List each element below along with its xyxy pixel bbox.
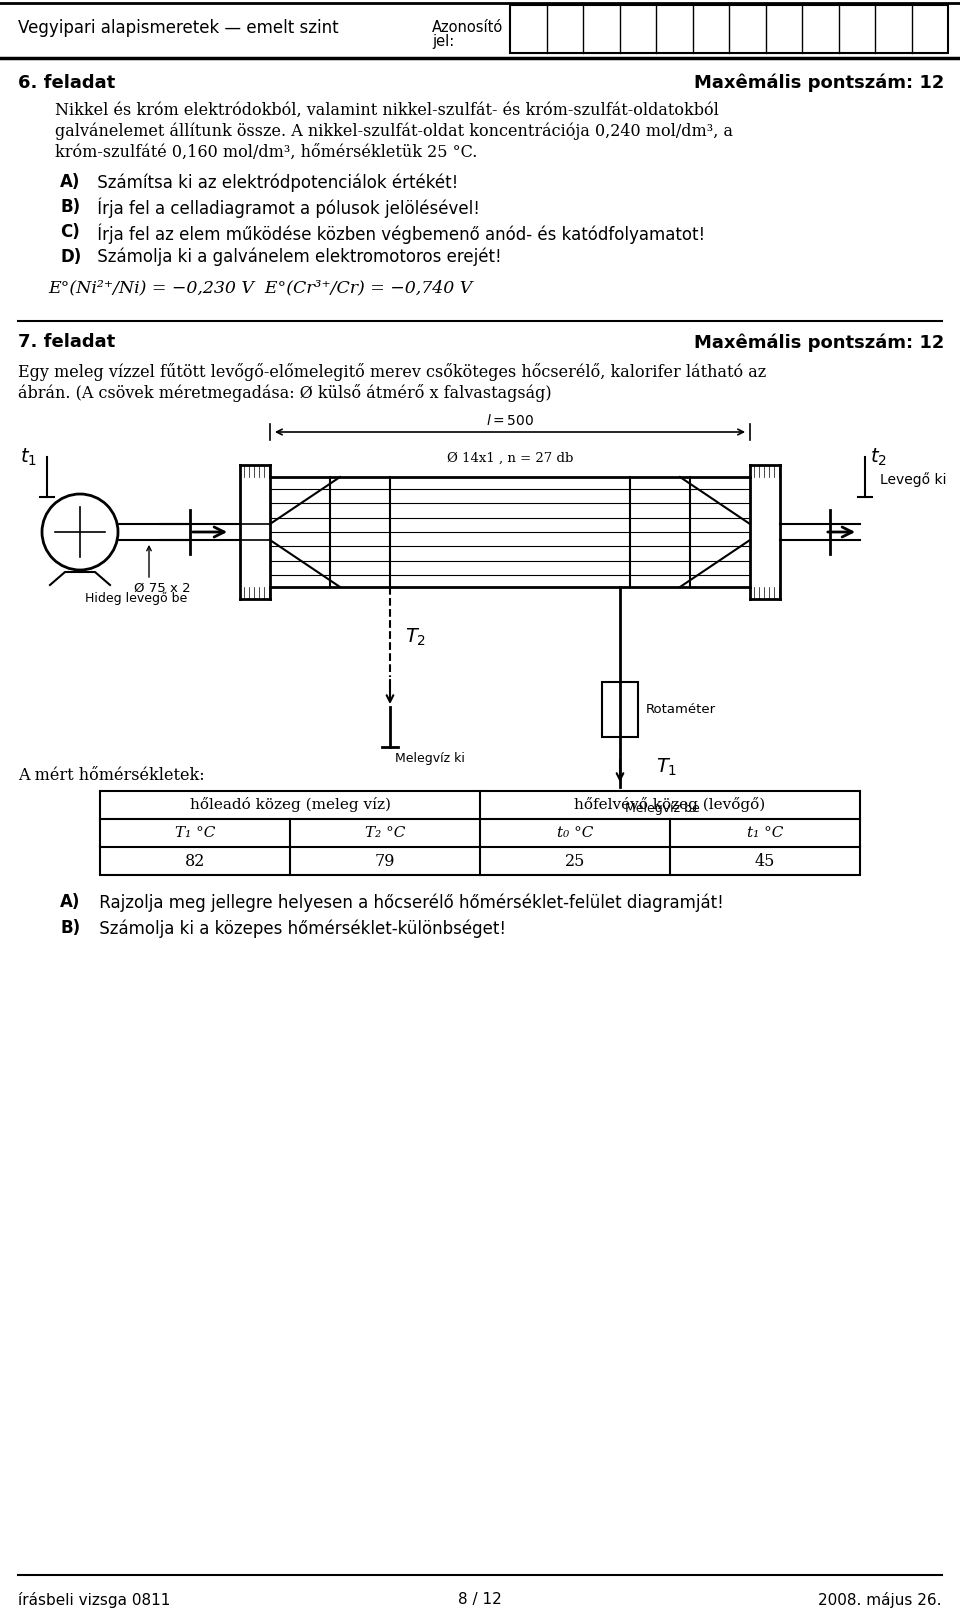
- Text: A): A): [60, 173, 81, 190]
- Text: Melegvíz be: Melegvíz be: [625, 802, 700, 815]
- Text: Számolja ki a közepes hőmérséklet-különbséget!: Számolja ki a közepes hőmérséklet-különb…: [94, 919, 506, 937]
- Text: $T_2$: $T_2$: [405, 626, 426, 648]
- Text: hőleadó közeg (meleg víz): hőleadó közeg (meleg víz): [189, 797, 391, 813]
- Text: króm-szulfáté 0,160 mol/dm³, hőmérsékletük 25 °C.: króm-szulfáté 0,160 mol/dm³, hőmérséklet…: [55, 144, 477, 161]
- Bar: [510, 5, 948, 53]
- Text: galvánelemet állítunk össze. A nikkel-szulfát-oldat koncentrációja 0,240 mol/dm³: galvánelemet állítunk össze. A nikkel-sz…: [55, 123, 733, 140]
- Text: 79: 79: [374, 853, 396, 869]
- Text: Ø 14x1 , n = 27 db: Ø 14x1 , n = 27 db: [446, 452, 573, 465]
- Text: t₀ °C: t₀ °C: [557, 826, 593, 840]
- Text: 7. feladat: 7. feladat: [18, 332, 115, 352]
- Text: $t_1$: $t_1$: [20, 447, 37, 468]
- Text: Számítsa ki az elektródpotenciálok értékét!: Számítsa ki az elektródpotenciálok érték…: [92, 173, 458, 192]
- Text: Rotaméter: Rotaméter: [646, 703, 716, 716]
- Text: B): B): [60, 198, 80, 216]
- Text: Azonosító: Azonosító: [432, 19, 503, 35]
- Text: Írja fel a celladiagramot a pólusok jelölésével!: Írja fel a celladiagramot a pólusok jelö…: [92, 198, 480, 218]
- Text: 8 / 12: 8 / 12: [458, 1592, 502, 1607]
- Text: Rajzolja meg jellegre helyesen a hőcserélő hőmérséklet-felület diagramját!: Rajzolja meg jellegre helyesen a hőcseré…: [94, 894, 724, 911]
- Text: ábrán. (A csövek méretmegadása: Ø külső átmérő x falvastagság): ábrán. (A csövek méretmegadása: Ø külső …: [18, 384, 552, 402]
- Text: írásbeli vizsga 0811: írásbeli vizsga 0811: [18, 1592, 170, 1608]
- Bar: [100, 790, 860, 874]
- Text: $T_1$: $T_1$: [656, 756, 678, 779]
- Text: T₁ °C: T₁ °C: [175, 826, 215, 840]
- Bar: [602, 682, 638, 737]
- Text: 45: 45: [755, 853, 775, 869]
- Text: jel:: jel:: [432, 34, 454, 48]
- Text: 25: 25: [564, 853, 586, 869]
- Text: A): A): [60, 894, 81, 911]
- Text: 2008. május 26.: 2008. május 26.: [819, 1592, 942, 1608]
- Text: Hideg levegő be: Hideg levegő be: [85, 592, 187, 605]
- Text: hőfelvévő közeg (levőgő): hőfelvévő közeg (levőgő): [574, 797, 766, 813]
- Text: Vegyipari alapismeretek — emelt szint: Vegyipari alapismeretek — emelt szint: [18, 19, 339, 37]
- Text: 82: 82: [185, 853, 205, 869]
- Text: B): B): [60, 919, 80, 937]
- Text: 6. feladat: 6. feladat: [18, 74, 115, 92]
- Text: D): D): [60, 248, 82, 266]
- Text: Maxêmális pontszám: 12: Maxêmális pontszám: 12: [694, 74, 944, 92]
- Text: Maxêmális pontszám: 12: Maxêmális pontszám: 12: [694, 332, 944, 352]
- Text: Levegő ki: Levegő ki: [880, 473, 947, 487]
- Text: A mért hőmérsékletek:: A mért hőmérsékletek:: [18, 768, 204, 784]
- Text: Ø 75 x 2: Ø 75 x 2: [134, 582, 191, 595]
- Text: $t_2$: $t_2$: [870, 447, 887, 468]
- Text: T₂ °C: T₂ °C: [365, 826, 405, 840]
- Text: E°(Ni²⁺/Ni) = −0,230 V  E°(Cr³⁺/Cr) = −0,740 V: E°(Ni²⁺/Ni) = −0,230 V E°(Cr³⁺/Cr) = −0,…: [48, 279, 472, 297]
- Text: Melegvíz ki: Melegvíz ki: [395, 752, 465, 765]
- Text: Egy meleg vízzel fűtött levőgő-előmelegitő merev csőköteges hőcserélő, kalorifer: Egy meleg vízzel fűtött levőgő-előmelegi…: [18, 363, 766, 381]
- Text: $l = 500$: $l = 500$: [486, 413, 534, 427]
- Text: Számolja ki a galvánelem elektromotoros erejét!: Számolja ki a galvánelem elektromotoros …: [92, 248, 502, 266]
- Text: Írja fel az elem működése közben végbemenő anód- és katódfolyamatot!: Írja fel az elem működése közben végbeme…: [92, 223, 706, 244]
- Text: t₁ °C: t₁ °C: [747, 826, 783, 840]
- Text: Nikkel és króm elektródokból, valamint nikkel-szulfát- és króm-szulfát-oldatokbó: Nikkel és króm elektródokból, valamint n…: [55, 102, 719, 119]
- Text: C): C): [60, 223, 80, 240]
